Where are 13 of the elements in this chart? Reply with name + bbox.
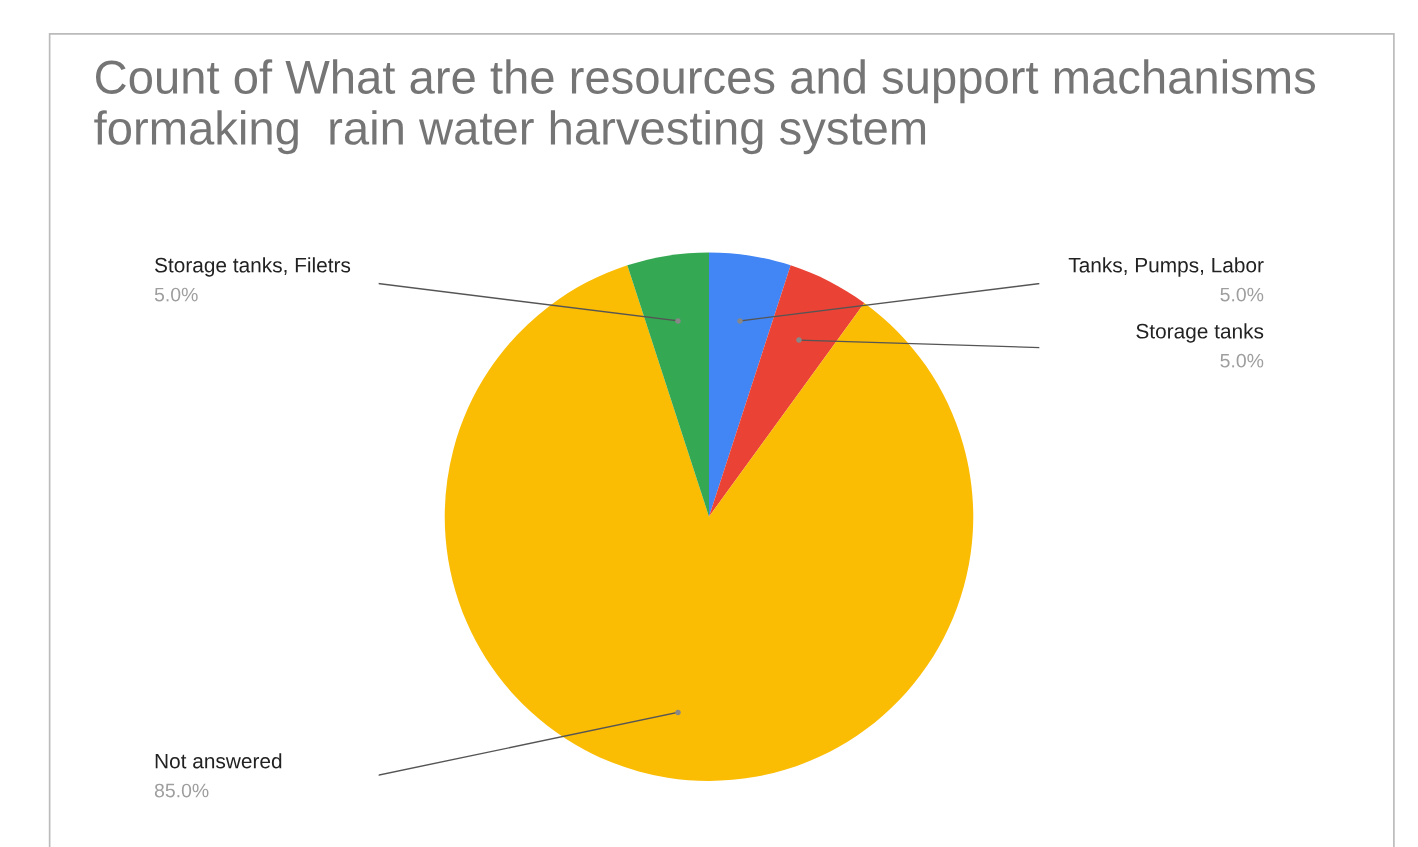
pie-slice xyxy=(627,252,709,517)
pie-slice xyxy=(444,265,974,781)
data-label: 85.0% xyxy=(154,783,209,798)
pie-slice xyxy=(709,265,865,517)
slice-label: Storage tanks xyxy=(1136,323,1264,343)
pie-slice xyxy=(709,252,791,517)
data-label: 5.0% xyxy=(1220,353,1264,368)
slice-label: Not answered xyxy=(155,753,282,769)
slice-label: Storage tanks, Filetrs xyxy=(154,257,351,277)
slice-label: Tanks, Pumps, Labor xyxy=(1068,257,1264,277)
data-label: 5.0% xyxy=(1220,287,1264,302)
data-label: 5.0% xyxy=(154,287,198,302)
chart-title: Count of What are the resources and support machanisms formaking rain water harvesting system xyxy=(94,59,1316,155)
